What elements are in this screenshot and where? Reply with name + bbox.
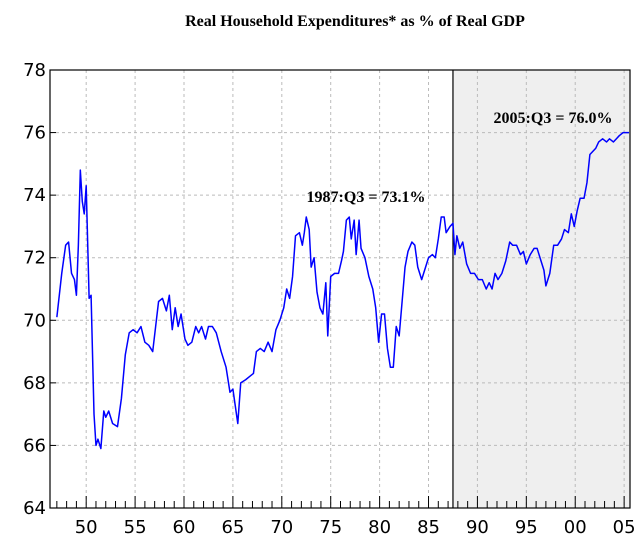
x-tick-label: 50 (75, 517, 98, 538)
annotation: 2005:Q3 = 76.0% (494, 110, 613, 127)
x-tick-label: 70 (270, 517, 293, 538)
x-tick-label: 85 (417, 517, 440, 538)
y-tick-label: 78 (23, 60, 46, 81)
y-tick-label: 66 (23, 435, 46, 456)
x-tick-label: 00 (564, 517, 587, 538)
annotation: 1987:Q3 = 73.1% (307, 189, 426, 206)
shaded-region (452, 70, 630, 508)
x-tick-label: 60 (173, 517, 196, 538)
data-line (56, 131, 630, 450)
x-tick-label: 65 (221, 517, 244, 538)
plot-frame (49, 69, 631, 509)
y-tick-label: 68 (23, 373, 46, 394)
y-tick-label: 64 (23, 498, 46, 519)
chart-title: Real Household Expenditures* as % of Rea… (185, 13, 525, 30)
y-tick-label: 74 (23, 185, 46, 206)
y-tick-label: 70 (23, 310, 46, 331)
x-tick-label: 80 (368, 517, 391, 538)
x-tick-label: 55 (124, 517, 147, 538)
y-tick-label: 76 (23, 123, 46, 144)
x-tick-label: 90 (466, 517, 489, 538)
x-tick-label: 05 (613, 517, 636, 538)
y-tick-label: 72 (23, 248, 46, 269)
x-tick-label: 95 (515, 517, 538, 538)
x-tick-label: 75 (319, 517, 342, 538)
